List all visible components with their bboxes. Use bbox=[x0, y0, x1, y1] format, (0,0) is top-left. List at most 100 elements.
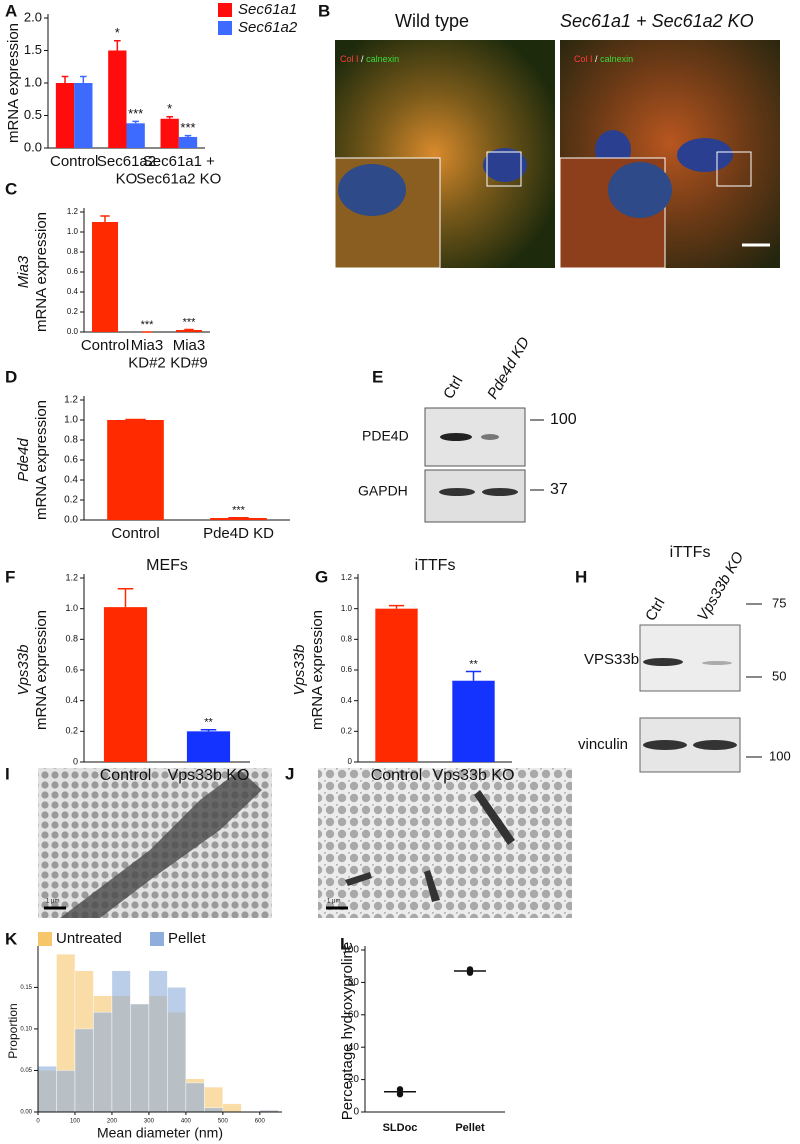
lane-label: Pde4d KD bbox=[484, 334, 533, 402]
bar bbox=[186, 731, 231, 762]
panel-letter: K bbox=[5, 929, 18, 948]
data-point bbox=[396, 1086, 404, 1093]
x-tick-label: 600 bbox=[255, 1119, 266, 1125]
significance-label: * bbox=[167, 101, 172, 116]
bar bbox=[160, 118, 179, 148]
x-tick-label: Mia3 KD#2 bbox=[128, 337, 166, 371]
y-tick-label: 1.0 bbox=[65, 603, 78, 613]
y-tick-label: 0.4 bbox=[65, 695, 78, 705]
error-bar bbox=[114, 40, 121, 51]
band bbox=[643, 658, 683, 666]
error-bar bbox=[465, 670, 482, 681]
histogram-bar bbox=[222, 1103, 242, 1113]
bar bbox=[452, 680, 495, 762]
bar bbox=[108, 50, 127, 148]
significance-label: *** bbox=[141, 319, 155, 331]
histogram-bar bbox=[204, 1107, 224, 1113]
y-tick-label: 0.00 bbox=[20, 1110, 32, 1116]
image-title: Wild type bbox=[395, 11, 469, 31]
x-tick-label: Sec61a1 + Sec61a2 KO bbox=[136, 153, 221, 187]
x-tick-label: Control bbox=[81, 337, 129, 354]
blot bbox=[424, 469, 526, 523]
y-tick-label: 0.4 bbox=[64, 475, 78, 486]
x-tick-label: 500 bbox=[218, 1119, 229, 1125]
y-tick-label: 100 bbox=[342, 945, 359, 956]
x-axis-label: Mean diameter (nm) bbox=[97, 1125, 223, 1141]
significance-label: *** bbox=[232, 505, 246, 517]
stain: calnexin bbox=[366, 54, 399, 64]
y-tick-label: 0.10 bbox=[20, 1027, 32, 1033]
histogram-bar bbox=[56, 1070, 76, 1113]
error-bar bbox=[80, 75, 87, 83]
y-tick-label: 0.4 bbox=[67, 287, 79, 296]
error-bar bbox=[117, 587, 134, 608]
panel-letter: I bbox=[5, 764, 10, 783]
scale-label: 1 μm bbox=[46, 899, 59, 905]
stain: Col I bbox=[574, 54, 593, 64]
row-label: PDE4D bbox=[362, 428, 409, 444]
bar bbox=[103, 607, 148, 762]
bar bbox=[178, 136, 198, 148]
histogram-bar bbox=[130, 1003, 150, 1113]
band bbox=[481, 434, 499, 440]
bar bbox=[74, 83, 93, 148]
y-tick-label: 0.5 bbox=[24, 107, 42, 122]
zoom-box bbox=[716, 151, 752, 187]
scale-label: 1 μm bbox=[327, 899, 340, 905]
y-tick-label: 1.5 bbox=[24, 42, 42, 57]
panel-letter: F bbox=[5, 567, 15, 586]
chart-title: iTTFs bbox=[415, 557, 456, 574]
band bbox=[439, 488, 475, 496]
y-tick-label: 0.6 bbox=[65, 664, 78, 674]
panel-letter: B bbox=[318, 1, 330, 20]
x-tick-label: 0 bbox=[36, 1119, 40, 1125]
panel-letter: D bbox=[5, 367, 17, 386]
significance-label: *** bbox=[128, 106, 143, 121]
y-tick-label: 0 bbox=[353, 1107, 359, 1118]
stain-label: Col I / calnexin bbox=[340, 54, 399, 64]
y-axis-label: Vps33b bbox=[15, 645, 32, 696]
x-tick-label: Control bbox=[50, 153, 98, 170]
y-tick-label: 2.0 bbox=[24, 9, 42, 24]
blot-h: iTTFs Ctrl Vps33b KO VPS33b vinculin 75 … bbox=[578, 544, 791, 773]
y-tick-label: 1.2 bbox=[67, 207, 79, 216]
error-bar bbox=[125, 418, 146, 421]
panel-letter: C bbox=[5, 179, 17, 198]
y-axis-label: mRNA expression bbox=[309, 610, 326, 730]
y-tick-label: 0.0 bbox=[64, 515, 78, 526]
legend-swatch bbox=[218, 21, 232, 35]
y-axis-label: Pde4d bbox=[15, 438, 32, 482]
stain: / bbox=[361, 54, 364, 64]
band bbox=[440, 433, 472, 441]
y-axis-label: mRNA expression bbox=[33, 400, 50, 520]
y-tick-label: 40 bbox=[348, 1042, 360, 1053]
significance-label: * bbox=[115, 25, 120, 40]
bar bbox=[210, 518, 267, 520]
x-tick-label: Vps33b KO bbox=[168, 767, 250, 784]
x-tick-label: Control bbox=[100, 767, 152, 784]
legend-swatch bbox=[38, 932, 52, 946]
micrograph-panel: Wild type Sec61a1 + Sec61a2 KO Col I / c… bbox=[334, 11, 780, 269]
error-bar bbox=[166, 116, 173, 119]
significance-label: ** bbox=[469, 658, 478, 670]
panel-letter: L bbox=[340, 934, 350, 953]
marker-label: 100 bbox=[769, 748, 791, 763]
panel-letter: A bbox=[5, 1, 17, 20]
x-tick-label: 300 bbox=[144, 1119, 155, 1125]
significance-label: *** bbox=[180, 120, 195, 135]
legend-label: Sec61a2 bbox=[238, 19, 298, 36]
nucleus bbox=[483, 148, 527, 182]
y-tick-label: 0.6 bbox=[64, 455, 78, 466]
y-tick-label: 1.2 bbox=[64, 395, 78, 406]
band bbox=[482, 488, 518, 496]
panel-letter: G bbox=[315, 567, 328, 586]
bar bbox=[375, 608, 418, 762]
histogram-bar bbox=[185, 1082, 205, 1113]
histogram-bar bbox=[37, 1066, 57, 1113]
stain-label: Col I / calnexin bbox=[574, 54, 633, 64]
y-tick-label: 60 bbox=[348, 1009, 360, 1020]
y-tick-label: 0.0 bbox=[67, 327, 79, 336]
y-tick-label: 0.8 bbox=[64, 435, 78, 446]
marker-label: 37 bbox=[550, 481, 568, 498]
x-tick-label: SLDoc bbox=[383, 1122, 418, 1134]
